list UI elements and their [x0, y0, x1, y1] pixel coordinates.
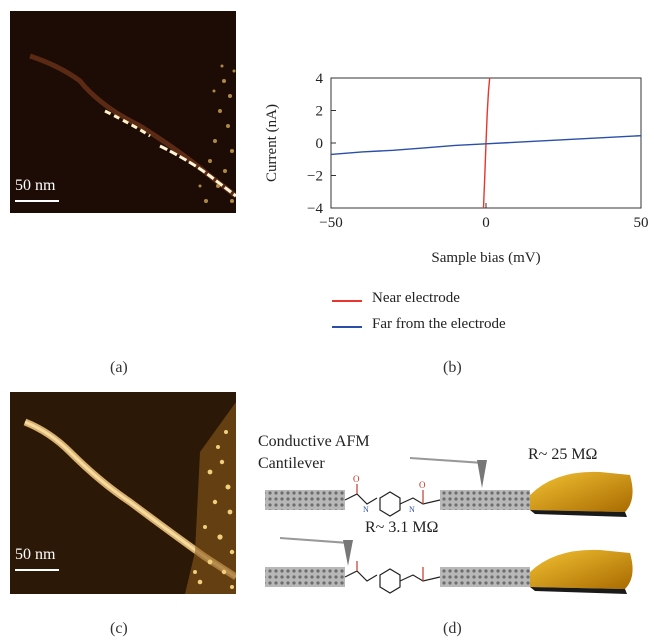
cantilever-label-line2: Cantilever [258, 455, 325, 472]
series-line-1 [330, 135, 642, 156]
afm-image-a: 50 nm [10, 11, 236, 213]
series-line-0 [482, 77, 491, 209]
electrode-top [530, 471, 633, 512]
legend-label-far: Far from the electrode [372, 316, 506, 332]
afm-image-a-graphic [10, 11, 236, 213]
y-axis-label: Current (nA) [264, 104, 280, 182]
junction-diagram: O O N N [265, 457, 633, 594]
y-tick-label: 0 [316, 136, 324, 152]
electrode-bottom [530, 549, 633, 589]
scalebar-label-a: 50 nm [15, 177, 56, 194]
resistance-label-bottom: R~ 3.1 MΩ [365, 519, 439, 536]
nanotube-left-bottom [265, 567, 345, 587]
scalebar-a [15, 200, 59, 202]
afm-image-c: 50 nm [10, 392, 236, 594]
x-axis-label: Sample bias (mV) [431, 250, 540, 266]
panel-label-d: (d) [443, 620, 462, 637]
cantilever-label-line1: Conductive AFM [258, 433, 370, 450]
x-tick-label: 50 [634, 215, 649, 231]
resistance-label-top: R~ 25 MΩ [528, 446, 598, 463]
y-tick-label: 2 [316, 104, 324, 120]
cantilever-top [410, 457, 485, 464]
nanotube-right-bottom [440, 567, 530, 587]
nanotube-right-top [440, 490, 530, 510]
y-tick-label: −4 [307, 201, 323, 217]
afm-image-c-graphic [10, 392, 236, 594]
scalebar-label-c: 50 nm [15, 546, 56, 563]
legend-label-near: Near electrode [372, 290, 460, 306]
panel-label-a: (a) [110, 359, 128, 376]
panel-label-b: (b) [443, 359, 462, 376]
molecule-bottom [344, 561, 441, 594]
cantilever-tip-bottom [343, 540, 353, 566]
cantilever-tip-top [477, 460, 487, 488]
nitrogen-atom: N [409, 505, 415, 514]
nanotube-left-top [265, 490, 345, 510]
oxygen-atom: O [353, 474, 360, 484]
nitrogen-atom: N [363, 505, 369, 514]
scalebar-c [15, 569, 59, 571]
iv-chart: 4 2 0 −2 −4 −50 0 50 Sample bias (mV) Current … [264, 71, 649, 266]
molecule-top [344, 484, 441, 517]
legend-swatch-near [332, 300, 362, 302]
y-tick-label: 4 [316, 71, 324, 87]
oxygen-atom: O [419, 480, 426, 490]
panel-label-c: (c) [110, 620, 128, 637]
x-tick-label: −50 [319, 215, 342, 231]
legend-swatch-far [332, 326, 362, 328]
x-tick-label: 0 [482, 215, 490, 231]
y-tick-label: −2 [307, 169, 323, 185]
cantilever-bottom [280, 537, 350, 544]
